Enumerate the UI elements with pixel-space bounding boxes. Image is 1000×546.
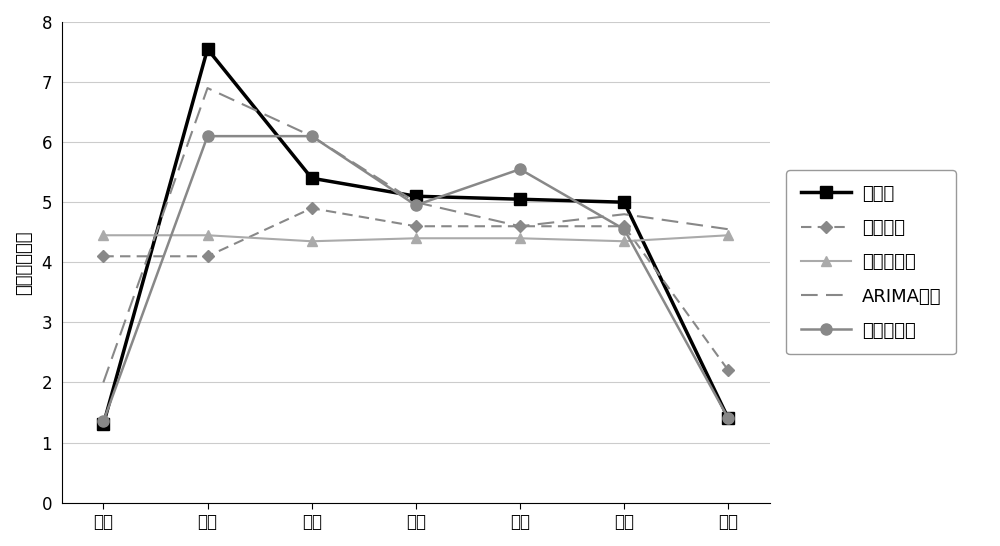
双指数平滑	[97, 232, 109, 239]
ARIMA模型	[97, 379, 109, 385]
滑动平均	[306, 205, 318, 211]
Line: 滑动平均: 滑动平均	[99, 204, 733, 375]
实际值	[306, 175, 318, 181]
滑动平均	[514, 223, 526, 229]
ARIMA模型	[514, 223, 526, 229]
本发明方法	[722, 415, 734, 422]
Y-axis label: 交通拥堵指数: 交通拥堵指数	[15, 230, 33, 294]
实际值	[618, 199, 630, 205]
ARIMA模型	[410, 199, 422, 205]
滑动平均	[410, 223, 422, 229]
滑动平均	[722, 367, 734, 373]
滑动平均	[618, 223, 630, 229]
双指数平滑	[514, 235, 526, 241]
本发明方法	[618, 226, 630, 233]
双指数平滑	[410, 235, 422, 241]
实际值	[97, 421, 109, 428]
双指数平滑	[202, 232, 214, 239]
本发明方法	[202, 133, 214, 139]
实际值	[514, 196, 526, 203]
Line: 本发明方法: 本发明方法	[98, 130, 734, 427]
实际值	[202, 46, 214, 52]
本发明方法	[410, 202, 422, 209]
双指数平滑	[306, 238, 318, 245]
实际值	[722, 415, 734, 422]
本发明方法	[97, 418, 109, 425]
Line: 双指数平滑: 双指数平滑	[98, 230, 733, 246]
实际值	[410, 193, 422, 199]
ARIMA模型	[722, 226, 734, 233]
滑动平均	[202, 253, 214, 259]
Line: ARIMA模型: ARIMA模型	[103, 88, 728, 382]
双指数平滑	[618, 238, 630, 245]
ARIMA模型	[202, 85, 214, 91]
本发明方法	[514, 166, 526, 173]
ARIMA模型	[618, 211, 630, 217]
Line: 实际值: 实际值	[98, 44, 734, 430]
ARIMA模型	[306, 133, 318, 139]
双指数平滑	[722, 232, 734, 239]
Legend: 实际值, 滑动平均, 双指数平滑, ARIMA模型, 本发明方法: 实际值, 滑动平均, 双指数平滑, ARIMA模型, 本发明方法	[786, 170, 956, 354]
本发明方法	[306, 133, 318, 139]
滑动平均	[97, 253, 109, 259]
